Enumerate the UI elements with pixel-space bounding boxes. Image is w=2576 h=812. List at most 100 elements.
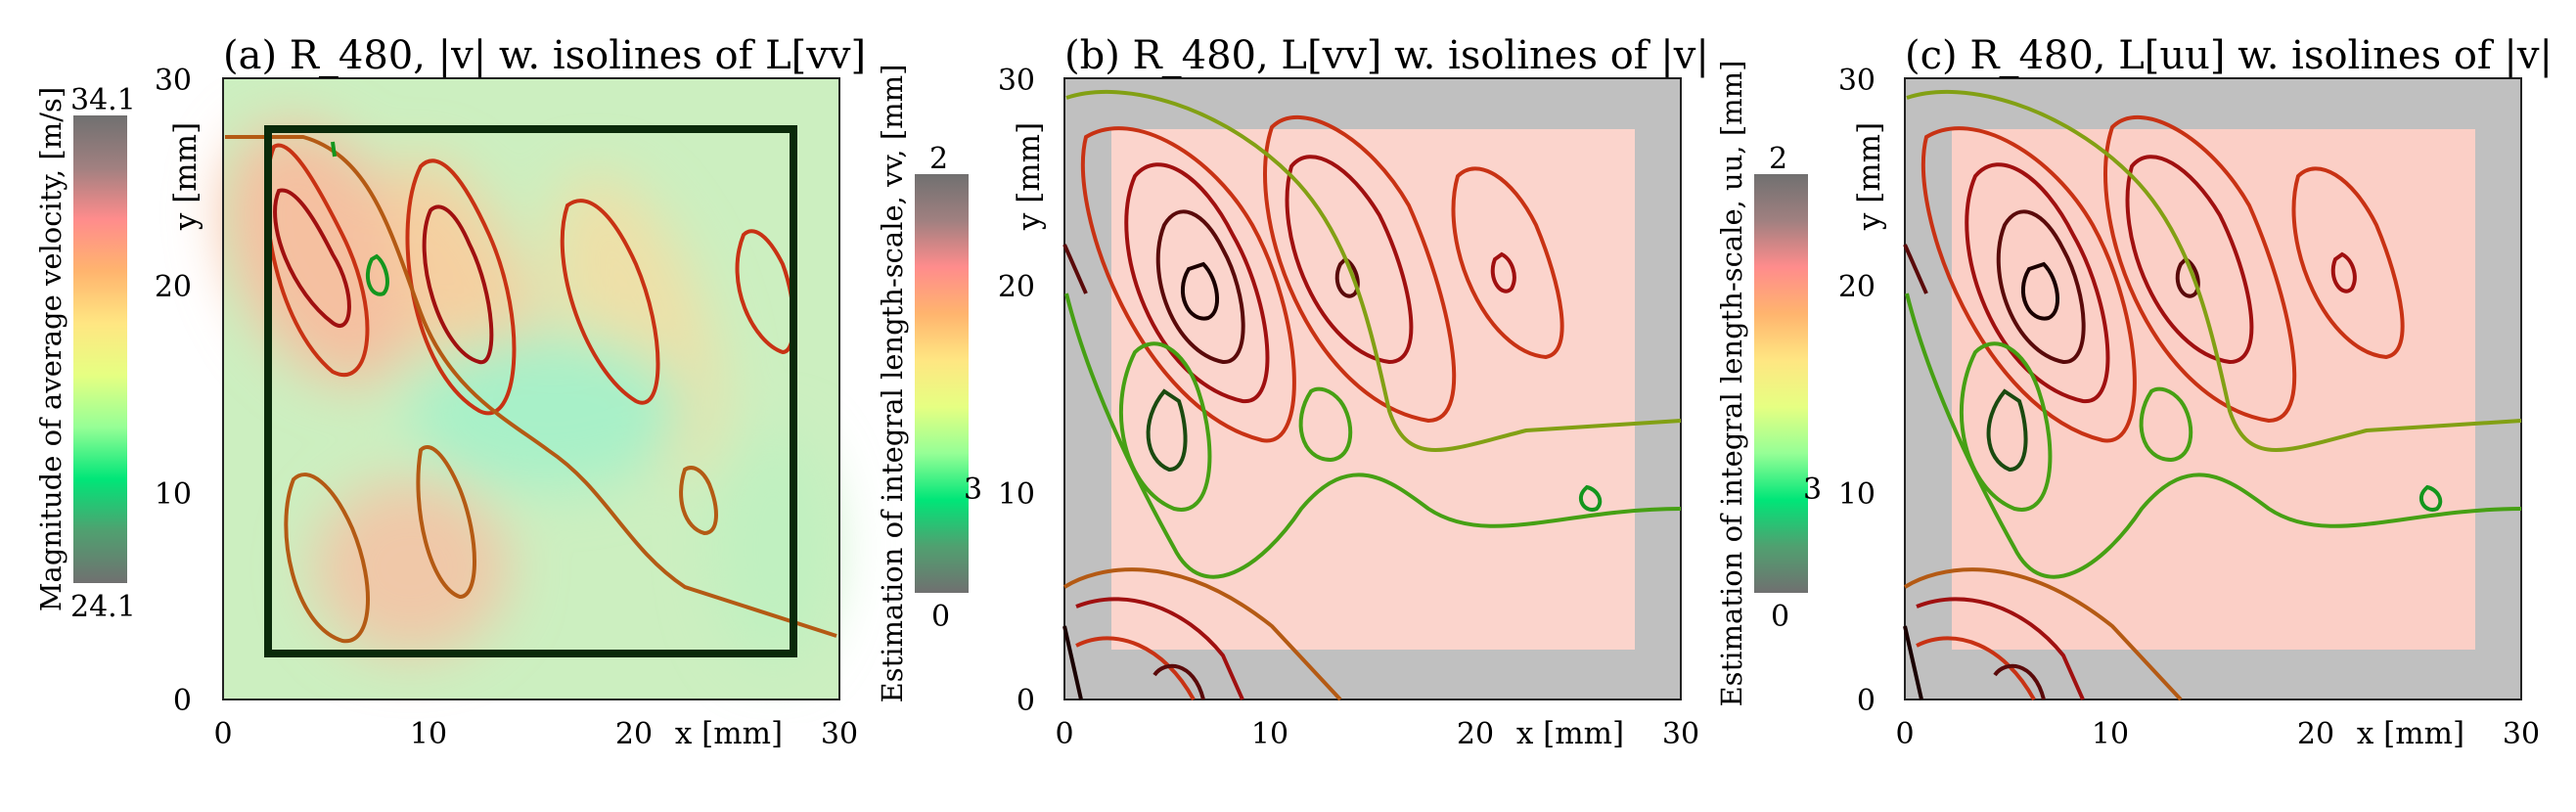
x-tick: 10	[2092, 717, 2129, 751]
y-tick: 10	[998, 477, 1035, 512]
y-tick: 0	[173, 684, 192, 718]
isoline	[1124, 162, 1270, 404]
panel-c: 2 3 0 Estimation of integral length-scal…	[1715, 33, 2553, 751]
isoline	[1916, 636, 2036, 700]
colorbar-b-mid: 3	[964, 473, 982, 507]
x-tick: 30	[821, 717, 858, 751]
panel-a-title: (a) R_480, |v| w. isolines of L[vv]	[223, 33, 866, 78]
isoline	[365, 253, 389, 296]
x-axis-label: x [mm]	[675, 716, 783, 751]
isoline	[2020, 261, 2060, 321]
axes-b: 0 10 20 30 0 10 20 30 x [mm] y [mm] (b) …	[998, 33, 1709, 751]
field-blob	[224, 124, 422, 384]
isoline	[560, 199, 660, 405]
colorbar-b-max: 2	[929, 142, 948, 176]
isoline	[1285, 155, 1414, 365]
field-blob	[313, 479, 509, 655]
isoline	[1903, 567, 2183, 701]
isoline	[1065, 90, 1682, 452]
isoline	[1578, 484, 1603, 512]
isoline	[1062, 567, 1342, 701]
x-tick: 20	[2297, 717, 2334, 751]
isoline	[1155, 209, 1245, 365]
x-tick: 10	[1251, 717, 1288, 751]
panel-b-title: (b) R_480, L[vv] w. isolines of |v|	[1064, 33, 1709, 78]
isoline	[1916, 597, 2085, 700]
x-tick: 0	[1055, 717, 1073, 751]
y-tick: 30	[155, 64, 192, 98]
isoline	[1905, 293, 2522, 579]
isoline	[1263, 115, 1457, 424]
isoline	[331, 141, 337, 158]
y-axis-label: y [mm]	[1852, 122, 1887, 231]
isoline	[273, 188, 351, 328]
isoline	[1993, 663, 2046, 700]
isoline	[679, 466, 718, 536]
isoline	[2103, 115, 2297, 424]
colorbar-c-label: Estimation of integral length-scale, uu,…	[1715, 61, 1748, 707]
y-tick: 30	[998, 64, 1035, 98]
plot-a-isolines	[225, 135, 837, 644]
panel-b: 2 3 0 Estimation of integral length-scal…	[876, 33, 1709, 751]
x-tick: 20	[1457, 717, 1494, 751]
y-axis-label: y [mm]	[1012, 122, 1047, 231]
colorbar-b: 2 3 0 Estimation of integral length-scal…	[876, 65, 982, 703]
isoline	[1062, 625, 1083, 700]
isoline	[2139, 386, 2193, 463]
axes-c: 0 10 20 30 0 10 20 30 x [mm] y [mm] (c) …	[1838, 33, 2553, 751]
y-tick: 30	[1838, 64, 1876, 98]
field-blob	[411, 333, 685, 489]
plot-c-isolines	[1903, 90, 2522, 701]
panel-c-title: (c) R_480, L[uu] w. isolines of |v|	[1905, 33, 2553, 78]
isoline	[1903, 625, 1923, 700]
isoline	[1180, 261, 1220, 321]
colorbar-c-min: 0	[1771, 600, 1789, 634]
x-tick: 0	[213, 717, 232, 751]
colorbar-b-bar	[915, 174, 969, 593]
isoline	[2125, 155, 2254, 365]
y-tick: 20	[1838, 270, 1876, 304]
x-axis-label: x [mm]	[1516, 716, 1624, 751]
y-tick: 0	[1857, 684, 1876, 718]
x-tick: 30	[2503, 717, 2540, 751]
plot-b-isolines	[1062, 90, 1682, 701]
panel-a: 34.1 24.1 Magnitude of average velocity,…	[34, 33, 866, 751]
isoline	[2418, 484, 2443, 512]
isoline	[1146, 388, 1188, 473]
plot-a-mask-border	[264, 125, 797, 657]
isoline	[1906, 90, 2522, 452]
colorbar-c-max: 2	[1769, 142, 1787, 176]
x-tick: 0	[1895, 717, 1914, 751]
axes-a: 0 10 20 30 0 10 20 30 x [mm] y [mm] (a) …	[155, 33, 866, 751]
x-tick: 20	[615, 717, 653, 751]
isoline	[1959, 341, 2053, 512]
y-tick: 20	[155, 270, 192, 304]
isoline	[2175, 256, 2200, 298]
plot-b-frame	[1063, 77, 1682, 700]
colorbar-a-max: 34.1	[70, 83, 136, 117]
isoline	[2330, 251, 2357, 293]
isoline	[1451, 166, 1564, 360]
isoline	[1986, 388, 2028, 473]
isoline	[1298, 386, 1353, 463]
isoline	[2291, 166, 2405, 360]
isoline	[416, 445, 476, 600]
isoline	[405, 158, 517, 416]
isoline	[1903, 244, 1928, 294]
colorbar-a-bar	[73, 115, 127, 583]
isoline	[1152, 663, 1205, 700]
isoline	[225, 135, 837, 638]
y-tick: 0	[1017, 684, 1035, 718]
isoline	[1075, 636, 1196, 700]
isoline	[284, 473, 370, 644]
colorbar-c: 2 3 0 Estimation of integral length-scal…	[1715, 61, 1822, 707]
isoline	[1965, 162, 2110, 404]
colorbar-b-label: Estimation of integral length-scale, vv,…	[876, 65, 909, 703]
y-tick: 10	[155, 477, 192, 512]
isoline	[1996, 209, 2086, 365]
isoline	[1490, 251, 1516, 293]
isoline	[1921, 126, 2137, 443]
colorbar-c-mid: 3	[1803, 473, 1822, 507]
y-tick: 10	[1838, 477, 1876, 512]
